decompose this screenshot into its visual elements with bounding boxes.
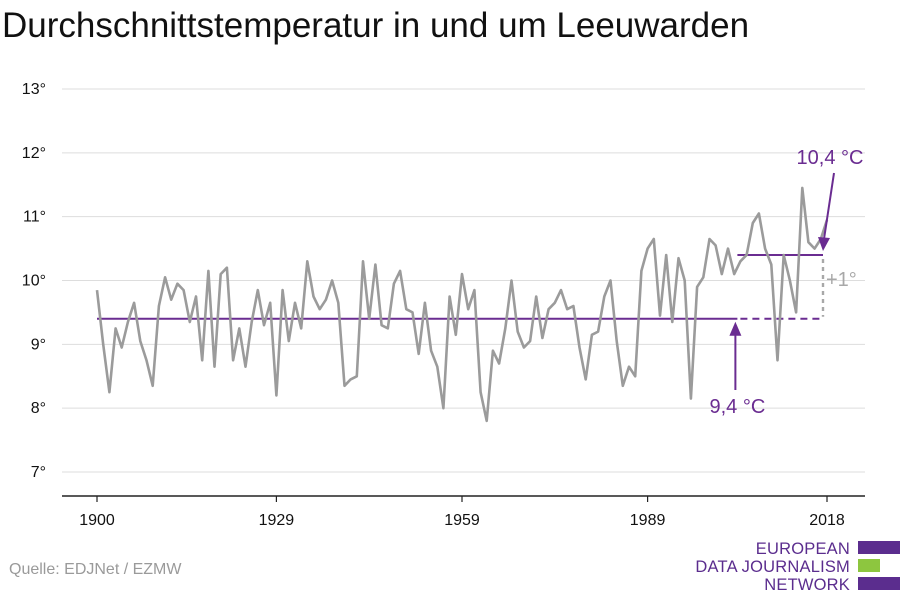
- baseline-label: 9,4 °C: [709, 396, 765, 418]
- x-tick-label-1929: 1929: [259, 512, 295, 529]
- recent-arrow-head: [818, 236, 830, 251]
- logo-bar-green: [858, 559, 880, 572]
- y-tick-label-13: 13°: [22, 81, 46, 98]
- y-tick-label-8: 8°: [31, 400, 46, 417]
- y-tick-label-12: 12°: [22, 145, 46, 162]
- x-axis-ticks: 1900 1929 1959 1989 2018: [79, 496, 845, 529]
- edjnet-logo: EUROPEAN DATA JOURNALISM NETWORK: [690, 538, 900, 600]
- x-tick-label-2018: 2018: [809, 512, 845, 529]
- baseline-arrow-head: [729, 321, 742, 336]
- logo-line-3: NETWORK: [764, 576, 850, 594]
- logo-bar-purple-top: [858, 541, 900, 554]
- logo-line-2: DATA JOURNALISM: [695, 558, 850, 576]
- reference-lines: [97, 253, 823, 320]
- source-note: Quelle: EDJNet / EZMW: [9, 561, 182, 578]
- y-tick-label-9: 9°: [31, 336, 46, 353]
- recent-arrow-shaft: [823, 172, 835, 240]
- gridlines: [62, 88, 865, 473]
- logo-bar-purple-bottom: [858, 577, 900, 590]
- difference-label: +1°: [826, 269, 857, 291]
- x-tick-label-1900: 1900: [79, 512, 115, 529]
- logo-line-1: EUROPEAN: [755, 540, 850, 558]
- y-tick-label-10: 10°: [22, 273, 46, 290]
- x-tick-label-1989: 1989: [630, 512, 666, 529]
- recent-label: 10,4 °C: [797, 147, 864, 169]
- y-tick-label-7: 7°: [31, 464, 46, 481]
- x-tick-label-1959: 1959: [444, 512, 480, 529]
- chart-title: Durchschnittstemperatur in und um Leeuwa…: [2, 6, 750, 45]
- y-axis-ticks: 7° 8° 9° 10° 11° 12° 13°: [22, 81, 46, 481]
- temperature-series-line: [95, 186, 829, 423]
- annotations: +1° 9,4 °C 10,4 °C: [709, 147, 863, 418]
- y-tick-label-11: 11°: [23, 209, 46, 226]
